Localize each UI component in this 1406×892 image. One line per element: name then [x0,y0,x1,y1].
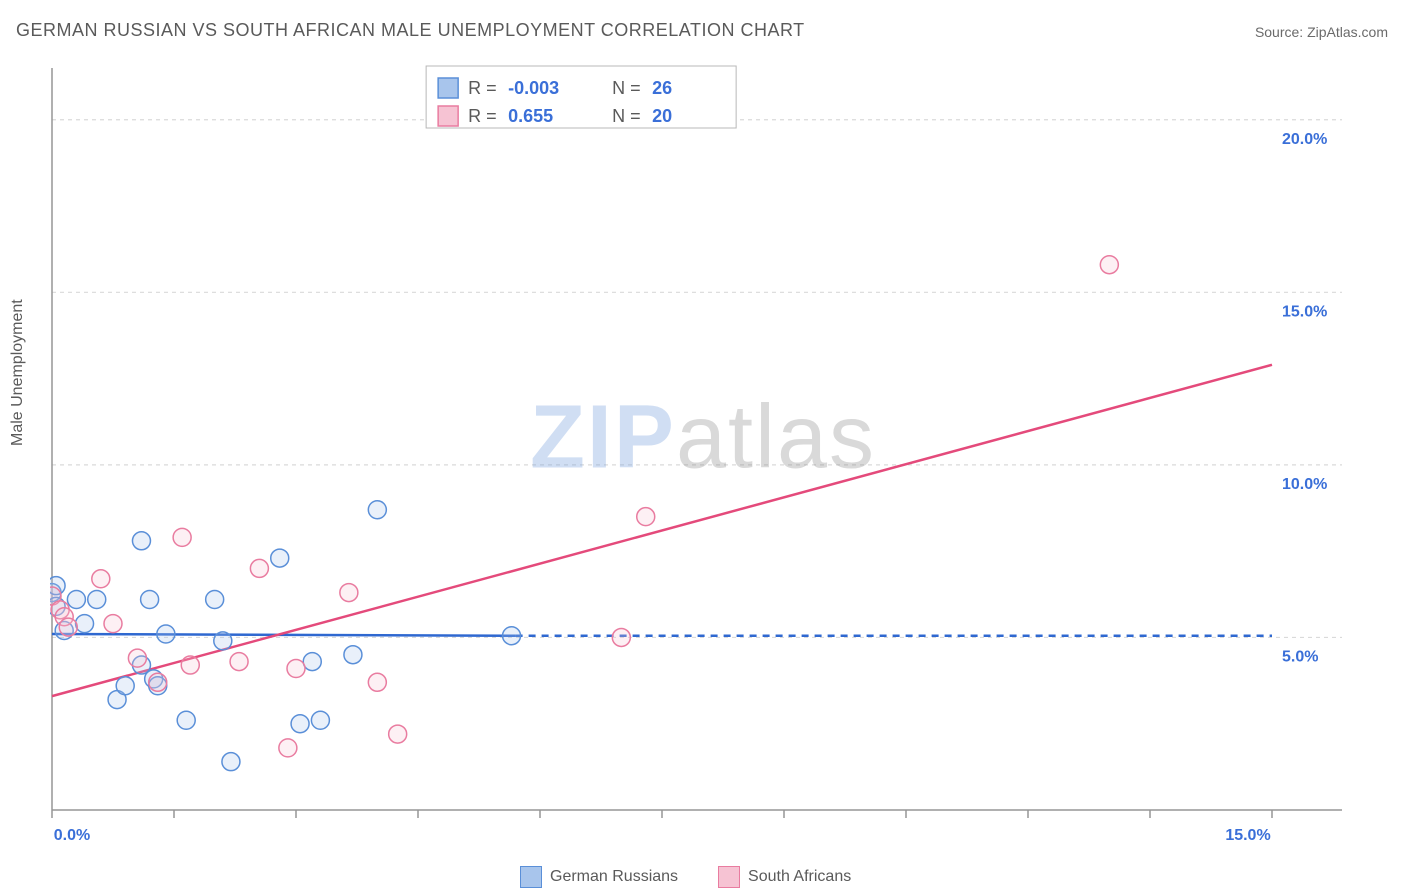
svg-text:N =: N = [612,78,641,98]
bottom-legend: German Russians South Africans [520,866,851,888]
svg-text:10.0%: 10.0% [1282,476,1327,493]
y-axis-label: Male Unemployment [9,299,27,446]
svg-text:R =: R = [468,78,497,98]
source-attribution: Source: ZipAtlas.com [1255,24,1388,40]
svg-text:0.655: 0.655 [508,106,553,126]
svg-text:0.0%: 0.0% [54,827,90,844]
legend-label: South Africans [748,868,851,885]
page-title: GERMAN RUSSIAN VS SOUTH AFRICAN MALE UNE… [16,20,805,41]
svg-text:15.0%: 15.0% [1225,827,1270,844]
legend-item-german-russians: German Russians [520,866,678,888]
svg-text:15.0%: 15.0% [1282,303,1327,320]
legend-swatch-icon [718,866,740,888]
svg-text:R =: R = [468,106,497,126]
svg-text:N =: N = [612,106,641,126]
chart-area: 5.0% 10.0% 15.0% 20.0% 0.0% 15.0% R = -0.003 N =… [50,60,1350,850]
legend-swatch-icon [520,866,542,888]
scatter-chart: 5.0% 10.0% 15.0% 20.0% 0.0% 15.0% R = -0.003 N =… [50,60,1350,850]
legend-item-south-africans: South Africans [718,866,851,888]
svg-text:20.0%: 20.0% [1282,131,1327,148]
svg-text:-0.003: -0.003 [508,78,559,98]
legend-label: German Russians [550,868,678,885]
svg-text:26: 26 [652,78,672,98]
svg-text:20: 20 [652,106,672,126]
svg-text:5.0%: 5.0% [1282,648,1318,665]
